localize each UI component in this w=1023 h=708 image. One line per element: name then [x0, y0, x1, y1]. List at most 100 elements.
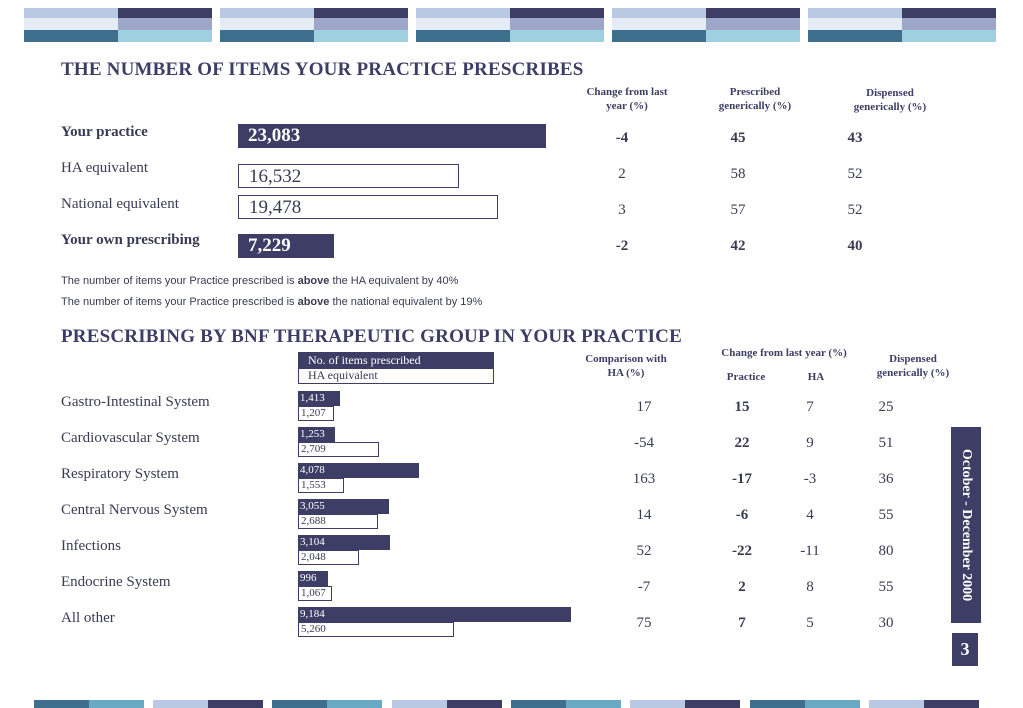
- cell-prescribed: 45: [730, 130, 746, 146]
- legend: No. of items prescribed HA equivalent: [298, 352, 494, 384]
- col-header-prescribed-generically: Prescribed generically (%): [718, 86, 792, 112]
- bnf-cell-ha_change: 4: [806, 507, 814, 523]
- col-header-dispensed-generically: Dispensed generically (%): [853, 87, 927, 113]
- bnf-cell-comparison: 75: [636, 615, 652, 631]
- note-ha-comparison: The number of items your Practice prescr…: [61, 275, 459, 287]
- row-label: Your own prescribing: [61, 232, 200, 248]
- cell-dispensed: 52: [847, 202, 863, 218]
- bnf-cell-practice: 22: [734, 435, 750, 451]
- bnf-cell-ha_change: -11: [800, 543, 820, 559]
- bnf-cell-dispensed: 25: [878, 399, 894, 415]
- legend-items-prescribed: No. of items prescribed: [298, 352, 494, 368]
- bnf-cell-ha_change: 5: [806, 615, 814, 631]
- cell-change: 3: [618, 202, 626, 218]
- bnf-cell-dispensed: 36: [878, 471, 894, 487]
- bnf-cell-ha_change: -3: [803, 471, 817, 487]
- bnf-cell-practice: -22: [732, 543, 752, 559]
- col-header-practice: Practice: [726, 371, 766, 383]
- bnf-cell-dispensed: 80: [878, 543, 894, 559]
- ha-equivalent-bar: 1,067: [298, 586, 332, 601]
- footer-block: [272, 700, 382, 708]
- ha-equivalent-bar: 2,709: [298, 442, 379, 457]
- items-prescribed-bar: 3,055: [298, 499, 389, 514]
- footer-block: [153, 700, 263, 708]
- ha-equivalent-bar: 5,260: [298, 622, 454, 637]
- bnf-cell-comparison: 17: [636, 399, 652, 415]
- section-title-bnf: PRESCRIBING BY BNF THERAPEUTIC GROUP IN …: [61, 326, 682, 347]
- footer-block: [511, 700, 621, 708]
- cell-dispensed: 52: [847, 166, 863, 182]
- items-bar: 19,478: [238, 195, 498, 219]
- items-prescribed-bar: 9,184: [298, 607, 571, 622]
- items-prescribed-bar: 3,104: [298, 535, 390, 550]
- footer-block: [34, 700, 144, 708]
- cell-prescribed: 57: [730, 202, 746, 218]
- footer-block: [750, 700, 860, 708]
- items-bar: 7,229: [238, 234, 334, 258]
- bnf-cell-dispensed: 30: [878, 615, 894, 631]
- header-block: [416, 8, 604, 42]
- bnf-cell-ha_change: 9: [806, 435, 814, 451]
- bnf-row-label: Cardiovascular System: [61, 430, 200, 446]
- items-prescribed-bar: 1,253: [298, 427, 335, 442]
- section-title-items: THE NUMBER OF ITEMS YOUR PRACTICE PRESCR…: [61, 59, 584, 80]
- bnf-row-label: Respiratory System: [61, 466, 179, 482]
- bnf-cell-dispensed: 55: [878, 507, 894, 523]
- cell-dispensed: 40: [847, 238, 863, 254]
- bnf-cell-comparison: -54: [634, 435, 654, 451]
- col-header-change: Change from last year (%): [586, 86, 668, 112]
- page-number: 3: [952, 633, 978, 666]
- header-block: [24, 8, 212, 42]
- bnf-cell-comparison: -7: [637, 579, 651, 595]
- footer-block: [630, 700, 740, 708]
- legend-ha-equivalent: HA equivalent: [298, 368, 494, 384]
- footer-block: [392, 700, 502, 708]
- bnf-row-label: Endocrine System: [61, 574, 171, 590]
- ha-equivalent-bar: 2,688: [298, 514, 378, 529]
- bnf-cell-practice: -17: [732, 471, 752, 487]
- items-prescribed-bar: 996: [298, 571, 328, 586]
- bnf-cell-comparison: 14: [636, 507, 652, 523]
- header-block: [612, 8, 800, 42]
- cell-change: -4: [615, 130, 629, 146]
- date-side-tab: October - December 2000: [951, 427, 981, 623]
- bnf-cell-practice: 2: [738, 579, 746, 595]
- bnf-cell-practice: 15: [734, 399, 750, 415]
- col-header-comparison: Comparison with HA (%): [585, 353, 667, 379]
- cell-change: 2: [618, 166, 626, 182]
- bnf-cell-ha_change: 7: [806, 399, 814, 415]
- cell-dispensed: 43: [847, 130, 863, 146]
- col-header-dispensed: Dispensed generically (%): [876, 353, 950, 379]
- ha-equivalent-bar: 1,553: [298, 478, 344, 493]
- row-label: HA equivalent: [61, 160, 149, 176]
- header-block: [220, 8, 408, 42]
- bnf-cell-dispensed: 55: [878, 579, 894, 595]
- items-prescribed-bar: 4,078: [298, 463, 419, 478]
- items-bar: 23,083: [238, 124, 546, 148]
- cell-prescribed: 58: [730, 166, 746, 182]
- items-prescribed-bar: 1,413: [298, 391, 340, 406]
- col-header-change-last-year: Change from last year (%): [721, 347, 847, 359]
- row-label: Your practice: [61, 124, 148, 140]
- ha-equivalent-bar: 1,207: [298, 406, 334, 421]
- footer-block: [869, 700, 979, 708]
- header-block: [808, 8, 996, 42]
- bnf-row-label: All other: [61, 610, 115, 626]
- cell-change: -2: [615, 238, 629, 254]
- col-header-ha: HA: [807, 371, 825, 383]
- bnf-cell-comparison: 52: [636, 543, 652, 559]
- bnf-row-label: Infections: [61, 538, 121, 554]
- date-range-label: October - December 2000: [959, 448, 974, 602]
- items-bar: 16,532: [238, 164, 459, 188]
- bnf-cell-ha_change: 8: [806, 579, 814, 595]
- note-national-comparison: The number of items your Practice prescr…: [61, 296, 483, 308]
- bnf-cell-comparison: 163: [632, 471, 656, 487]
- bnf-row-label: Central Nervous System: [61, 502, 208, 518]
- ha-equivalent-bar: 2,048: [298, 550, 359, 565]
- row-label: National equivalent: [61, 196, 179, 212]
- bnf-row-label: Gastro-Intestinal System: [61, 394, 210, 410]
- bnf-cell-practice: -6: [735, 507, 749, 523]
- cell-prescribed: 42: [730, 238, 746, 254]
- bnf-cell-dispensed: 51: [878, 435, 894, 451]
- bnf-cell-practice: 7: [738, 615, 746, 631]
